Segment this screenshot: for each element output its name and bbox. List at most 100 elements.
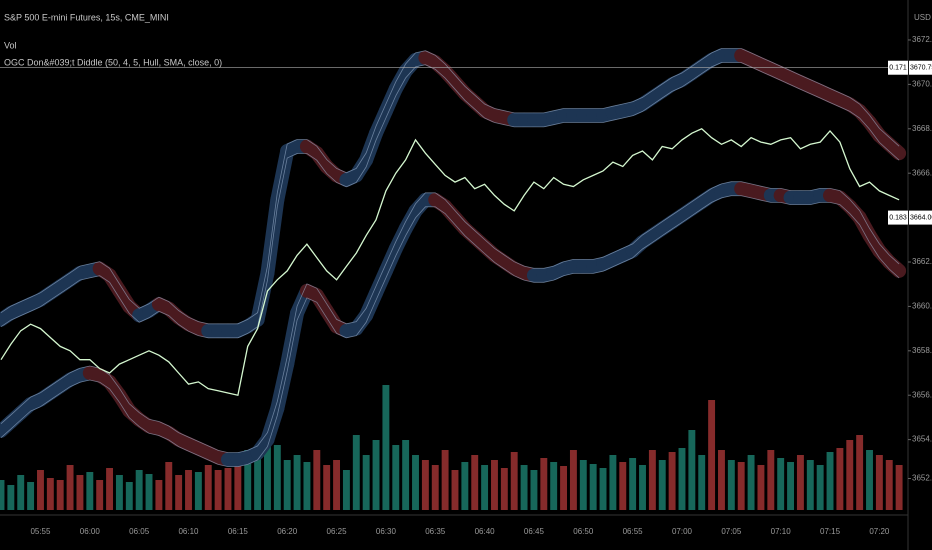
- x-tick-label: 06:50: [573, 527, 594, 536]
- volume-bar: [115, 475, 123, 510]
- volume-bar: [27, 482, 35, 510]
- volume-bar: [125, 482, 133, 510]
- volume-bar: [836, 448, 844, 510]
- volume-bar: [757, 465, 765, 510]
- x-tick-label: 06:15: [228, 527, 249, 536]
- y-tick-label: 3662.00: [912, 257, 932, 266]
- band-edge: [0, 181, 900, 453]
- volume-bar: [885, 460, 893, 510]
- volume-bar: [46, 478, 54, 510]
- volume-bar: [204, 465, 212, 510]
- volume-bar: [698, 455, 706, 510]
- price-line: [0, 128, 900, 396]
- volume-bar: [283, 460, 291, 510]
- volume-bar: [787, 462, 795, 510]
- volume-bar: [796, 455, 804, 510]
- volume-bar: [135, 470, 143, 510]
- volume-bar: [727, 460, 735, 510]
- volume-bar: [816, 465, 824, 510]
- y-tick-label: 3654.00: [912, 435, 932, 444]
- volume-bar: [678, 448, 686, 510]
- x-tick-label: 06:30: [376, 527, 397, 536]
- plot-area: [0, 48, 907, 510]
- x-tick-label: 07:00: [672, 527, 693, 536]
- volume-bar: [313, 450, 321, 510]
- x-tick-label: 06:55: [623, 527, 644, 536]
- chart-title: S&P 500 E-mini Futures, 15s, CME_MINI: [4, 12, 169, 22]
- volume-bar: [382, 385, 390, 510]
- volume-bar: [560, 466, 568, 510]
- volume-bar: [165, 462, 173, 510]
- y-tick-label: 3668.00: [912, 124, 932, 133]
- volume-bar: [7, 485, 15, 510]
- volume-bar: [273, 445, 281, 510]
- volume-bar: [668, 452, 676, 510]
- volume-bar: [767, 450, 775, 510]
- y-tick-label: 3670.00: [912, 79, 932, 88]
- volume-bar: [264, 430, 271, 510]
- volume-bar: [471, 455, 479, 510]
- volume-bar: [777, 458, 785, 510]
- volume-bar: [175, 475, 183, 510]
- indicator-label: Vol: [4, 40, 17, 50]
- x-tick-label: 07:10: [771, 527, 792, 536]
- volume-bar: [550, 462, 558, 510]
- x-tick-label: 07:20: [869, 527, 890, 536]
- x-tick-label: 07:15: [820, 527, 841, 536]
- volume-bar: [402, 440, 410, 510]
- y-tick-label: 3652.25: [912, 474, 932, 483]
- y-tick-label: 3660.00: [912, 302, 932, 311]
- volume-bar: [362, 455, 370, 510]
- volume-bar: [441, 450, 449, 510]
- x-tick-label: 06:45: [524, 527, 545, 536]
- volume-bar: [688, 430, 696, 510]
- x-tick-label: 07:05: [721, 527, 742, 536]
- marker-tag: 0.183: [889, 214, 907, 221]
- x-tick-label: 06:05: [129, 527, 150, 536]
- band-segment: [270, 357, 295, 416]
- x-tick-label: 05:55: [30, 527, 51, 536]
- currency-label: USD: [914, 13, 931, 22]
- band-segment: [250, 266, 275, 327]
- band-segment: [280, 306, 305, 372]
- volume-bar: [599, 468, 607, 510]
- volume-bar: [76, 475, 84, 510]
- volume-bar: [0, 480, 5, 510]
- y-tick-label: 3656.00: [912, 390, 932, 399]
- band-segment: [260, 192, 285, 281]
- volume-bar: [333, 460, 341, 510]
- volume-bar: [194, 472, 202, 510]
- volume-bar: [56, 480, 64, 510]
- volume-bar: [37, 470, 44, 510]
- marker-tag-box: [888, 210, 908, 225]
- volume-bar: [806, 460, 814, 510]
- x-tick-label: 06:10: [178, 527, 199, 536]
- y-tick-label: 3658.00: [912, 346, 932, 355]
- marker-price: 3670.75: [910, 65, 932, 72]
- band-edge: [0, 195, 900, 467]
- volume-bar: [737, 462, 745, 510]
- volume-bar: [352, 435, 360, 510]
- volume-bar: [254, 455, 262, 510]
- volume-bar: [609, 455, 617, 510]
- volume-bar: [392, 445, 400, 510]
- indicator-label: OGC Don&#039;t Diddle (50, 4, 5, Hull, S…: [4, 57, 222, 67]
- y-tick-label: 3672.00: [912, 35, 932, 44]
- volume-bar: [510, 452, 518, 510]
- x-tick-label: 06:25: [327, 527, 348, 536]
- x-tick-label: 06:40: [475, 527, 496, 536]
- volume-bar: [342, 470, 350, 510]
- volume-bar: [619, 462, 627, 510]
- marker-tag-box: [888, 60, 908, 75]
- volume-bar: [86, 472, 94, 510]
- volume-bar: [431, 465, 439, 510]
- volume-bar: [579, 460, 587, 510]
- volume-bar: [500, 468, 508, 510]
- volume-bar: [303, 462, 311, 510]
- band-segment: [882, 137, 907, 161]
- band-edge: [0, 48, 900, 325]
- volume-bar: [895, 465, 903, 510]
- volume-bar: [234, 460, 242, 510]
